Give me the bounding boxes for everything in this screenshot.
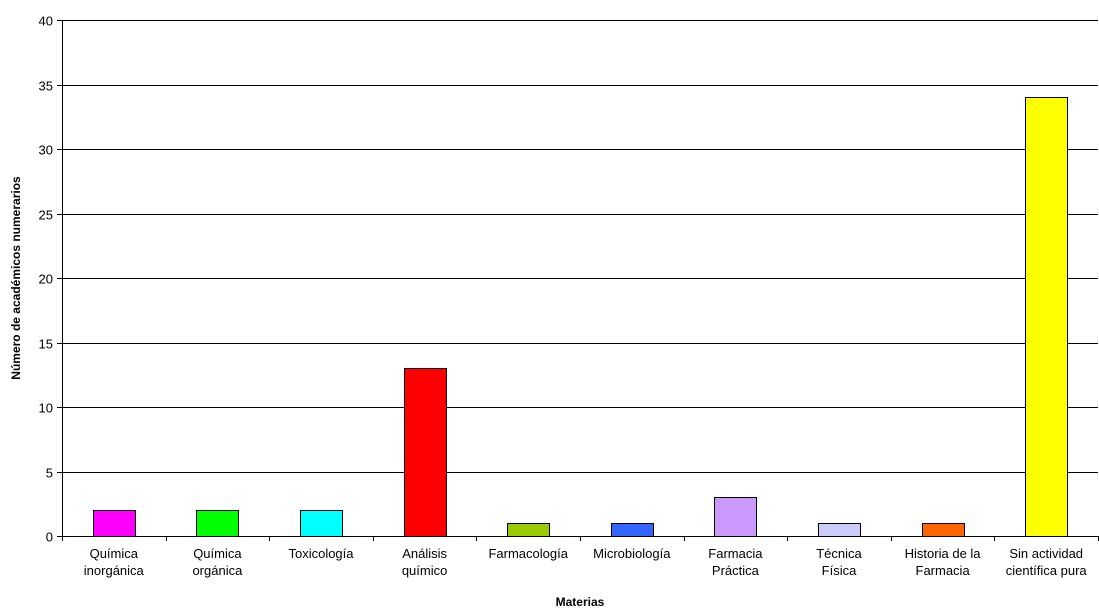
y-tick-labels: 0 5 10 15 20 25 30 35 40 [39, 14, 53, 545]
y-tick-label: 20 [39, 272, 53, 287]
bar [611, 523, 654, 537]
bars [93, 97, 1068, 537]
y-axis-title: Número de académicos numerarios [9, 176, 23, 380]
bar [300, 510, 343, 537]
y-tick-label: 0 [46, 530, 53, 545]
x-category-label: Química inorgánica [84, 546, 145, 578]
x-category-label: Análisis químico [402, 546, 448, 578]
x-category-label: Toxicología [288, 546, 354, 561]
bar [404, 368, 447, 537]
y-tick-label: 15 [39, 337, 53, 352]
x-category-label: Química orgánica [192, 546, 243, 578]
grid [62, 20, 1098, 473]
x-category-label: Farmacia Práctica [708, 546, 763, 578]
bar [1025, 97, 1068, 537]
bar [714, 497, 757, 537]
bar [818, 523, 861, 537]
x-category-label: Sin actividad científica pura [1006, 546, 1088, 578]
axes [57, 20, 1099, 541]
x-category-label: Historia de la Farmacia [905, 546, 982, 578]
y-tick-label: 25 [39, 208, 53, 223]
y-tick-label: 40 [39, 14, 53, 29]
y-tick-label: 5 [46, 466, 53, 481]
y-tick-label: 30 [39, 143, 53, 158]
bar [196, 510, 239, 537]
y-tick-label: 10 [39, 401, 53, 416]
y-tick-label: 35 [39, 79, 53, 94]
x-category-label: Microbiología [593, 546, 671, 561]
bar [507, 523, 550, 537]
x-category-label: Técnica Física [816, 546, 862, 578]
bar [922, 523, 965, 537]
x-category-label: Farmacología [488, 546, 568, 561]
x-axis-title: Materias [556, 595, 605, 609]
bar [93, 510, 136, 537]
x-category-labels: Química inorgánica Química orgánica Toxicolo… [84, 546, 1088, 578]
